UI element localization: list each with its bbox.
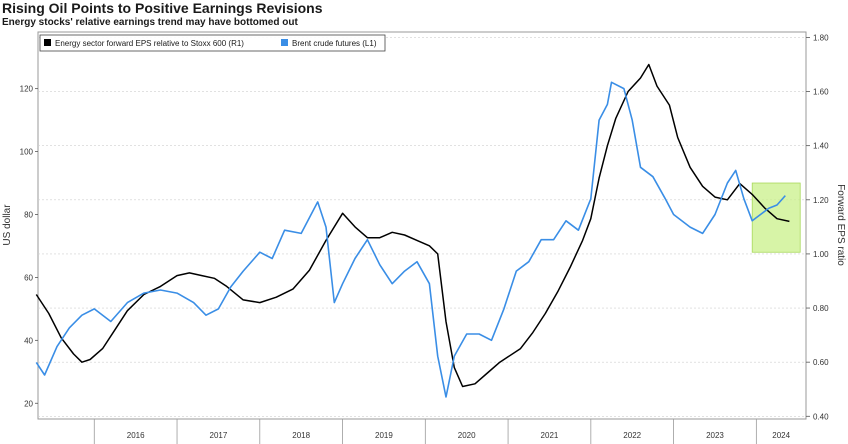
left-tick-label: 100: [20, 148, 34, 157]
y-axis-right-title: Forward EPS ratio: [835, 184, 846, 266]
x-tick-label: 2023: [706, 431, 724, 440]
right-tick-label: 0.60: [813, 358, 829, 367]
legend-box: [39, 34, 386, 52]
legend-swatch-brent: [281, 39, 288, 46]
tick-labels: 0.40 0.60 0.80 1.00 1.20 1.40 1.60 1.80 20 40 60 80…: [20, 33, 829, 444]
series-line-brent: [35, 81, 786, 398]
y-axis-left-title: US dollar: [2, 204, 13, 246]
legend-label-eps: Energy sector forward EPS relative to St…: [55, 39, 244, 48]
x-tick-label: 2018: [292, 431, 310, 440]
series-line-eps: [35, 63, 790, 388]
x-tick-label: 2019: [375, 431, 393, 440]
plot-area: [37, 31, 807, 420]
left-tick-label: 20: [24, 399, 33, 408]
x-tick-label: 2022: [623, 431, 641, 440]
right-tick-label: 1.00: [813, 250, 829, 259]
legend: Energy sector forward EPS relative to St…: [39, 34, 386, 52]
right-tick-label: 1.80: [813, 33, 829, 42]
grid-lines: [38, 37, 806, 417]
series-layer: [35, 63, 790, 398]
x-tick-label: 2016: [127, 431, 145, 440]
x-tick-label: 2021: [541, 431, 559, 440]
right-tick-label: 1.20: [813, 196, 829, 205]
left-tick-label: 40: [24, 336, 33, 345]
left-tick-label: 120: [20, 85, 34, 94]
x-tick-label: 2020: [458, 431, 476, 440]
x-tick-label: 2024: [772, 431, 790, 440]
right-tick-label: 0.80: [813, 304, 829, 313]
right-tick-label: 0.40: [813, 412, 829, 421]
legend-swatch-eps: [44, 39, 51, 46]
right-tick-label: 1.40: [813, 142, 829, 151]
legend-label-brent: Brent crude futures (L1): [292, 39, 377, 48]
x-tick-label: 2017: [210, 431, 228, 440]
right-tick-label: 1.60: [813, 88, 829, 97]
chart-title: Rising Oil Points to Positive Earnings R…: [2, 0, 323, 16]
chart-subtitle: Energy stocks' relative earnings trend m…: [2, 17, 298, 28]
left-tick-label: 60: [24, 273, 33, 282]
left-tick-label: 80: [24, 210, 33, 219]
